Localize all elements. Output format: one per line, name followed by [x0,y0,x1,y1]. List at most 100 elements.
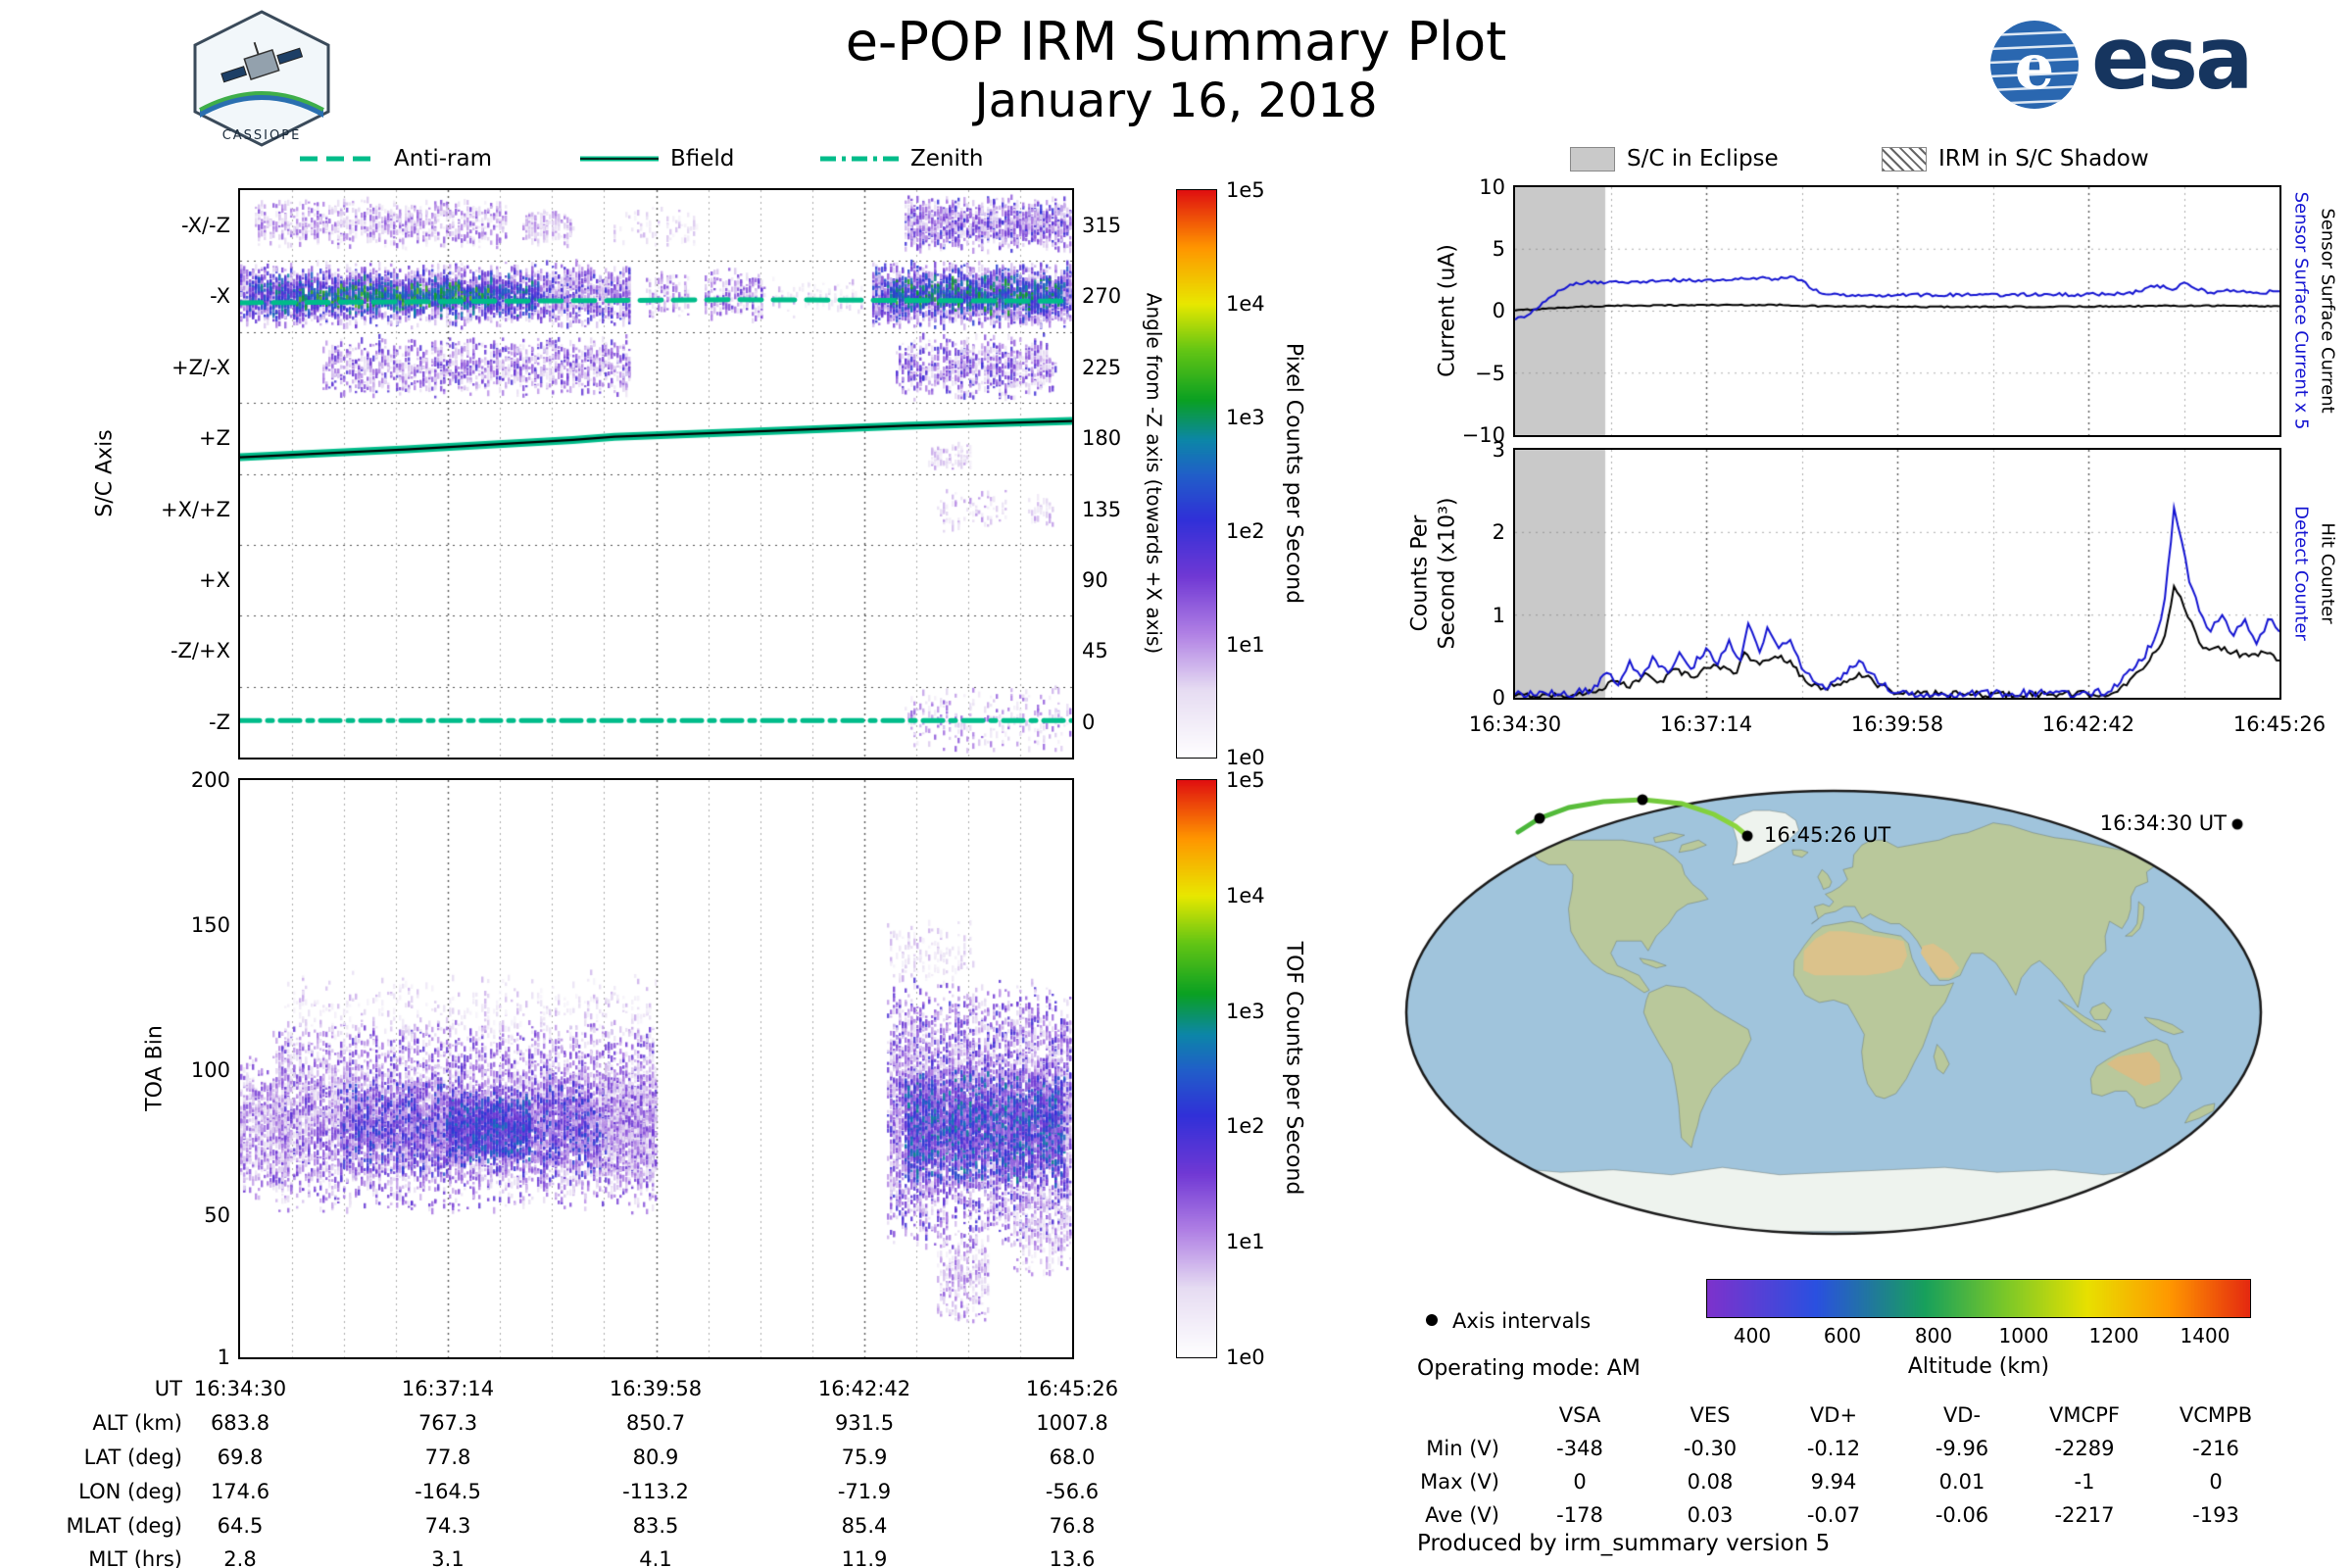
voltage-value: 0.08 [1687,1470,1734,1494]
voltage-header: VMCPF [2049,1403,2120,1427]
ephemeris-value: 3.1 [431,1547,465,1568]
altitude-tick: 800 [1914,1324,1953,1348]
zenith-legend-line [820,156,899,162]
cassiope-mission-logo: CASSIOPE [193,10,330,147]
voltage-value: -0.06 [1935,1503,1989,1527]
angle-tick: 270 [1082,283,1122,308]
counts-ytick: 1 [1492,603,1505,627]
axis-intervals-label: Axis intervals [1452,1309,1592,1333]
map-end-time-label: 16:45:26 UT [1764,823,1891,847]
counts-ytick: 0 [1492,685,1505,710]
page-date: January 16, 2018 [974,74,1378,128]
angle-tick: 90 [1082,567,1108,592]
pixel-counts-colorbar [1176,189,1217,759]
toa-tick: 100 [190,1057,230,1082]
ephemeris-value: 683.8 [210,1411,270,1435]
ephemeris-value: 11.9 [841,1547,888,1568]
time-tick: 16:34:30 [1468,712,1562,736]
sc-axis-tick: +X [199,567,230,592]
counts-ylabel-line1: Counts Per [1407,514,1433,632]
voltage-header: VCMPB [2179,1403,2253,1427]
voltage-value: 0.01 [1938,1470,1985,1494]
voltage-value: -348 [1556,1437,1603,1460]
current-ytick: 5 [1492,236,1505,261]
altitude-tick: 600 [1823,1324,1862,1348]
ephemeris-value: 76.8 [1049,1514,1096,1538]
colorbar-tick: 1e4 [1226,883,1265,907]
sc-axis-tick: -X [210,283,230,308]
svg-text:e: e [2015,30,2055,104]
colorbar-tick: 1e4 [1226,291,1265,316]
sensor-current-label: Sensor Surface Current [2317,208,2338,414]
altitude-tick: 1200 [2088,1324,2139,1348]
voltage-value: 0 [1573,1470,1587,1494]
ephemeris-value: 74.3 [424,1514,471,1538]
voltage-header: VSA [1558,1403,1601,1427]
colorbar-tick: 1e5 [1226,767,1265,792]
ephemeris-value: 16:39:58 [609,1377,703,1400]
ephemeris-value: 69.8 [217,1446,264,1469]
ephemeris-value: -71.9 [837,1480,892,1503]
ephemeris-value: 16:37:14 [401,1377,495,1400]
colorbar-tick: 1e3 [1226,999,1265,1023]
voltage-row-label: Min (V) [1426,1437,1499,1460]
toa-tick: 1 [217,1345,230,1369]
voltage-row-label: Max (V) [1420,1470,1499,1494]
sc-axis-spectrogram-canvas [238,188,1074,760]
ephemeris-row-label: UT [154,1377,182,1400]
current-chart-canvas [1513,185,2281,437]
esa-logo-wordmark: esa [2091,8,2253,109]
world-map-canvas [1402,787,2265,1238]
antiram-legend-label: Anti-ram [394,146,492,172]
ephemeris-row-label: MLAT (deg) [66,1514,182,1538]
tof-counts-colorbar [1176,779,1217,1358]
current-ylabel: Current (uA) [1435,244,1460,377]
operating-mode-label: Operating mode: AM [1417,1356,1641,1381]
voltage-value: 0 [2209,1470,2223,1494]
voltage-value: -9.96 [1935,1437,1989,1460]
colorbar-tick: 1e1 [1226,632,1265,657]
angle-tick: 225 [1082,355,1122,379]
voltage-value: -2217 [2054,1503,2115,1527]
voltage-value: -1 [2074,1470,2095,1494]
toa-spectrogram-canvas [238,778,1074,1359]
ephemeris-value: 83.5 [632,1514,679,1538]
ephemeris-value: 75.9 [841,1446,888,1469]
colorbar-tick: 1e1 [1226,1229,1265,1253]
sc-axis-tick: +X/+Z [160,497,230,521]
ephemeris-value: 1007.8 [1036,1411,1108,1435]
time-tick: 16:45:26 [2232,712,2327,736]
sc-axis-tick: -Z [209,710,230,734]
angle-tick: 135 [1082,497,1122,521]
colorbar-tick: 1e2 [1226,1113,1265,1138]
ephemeris-value: 2.8 [223,1547,257,1568]
toa-ylabel: TOA Bin [142,1025,168,1111]
current-ytick: −5 [1475,361,1505,385]
angle-tick: 180 [1082,425,1122,450]
voltage-value: -216 [2192,1437,2239,1460]
voltage-value: -178 [1556,1503,1603,1527]
toa-tick: 150 [190,912,230,937]
voltage-header: VD- [1942,1403,1982,1427]
page-title: e-POP IRM Summary Plot [845,11,1507,73]
angle-axis-label: Angle from -Z axis (towards +X axis) [1142,292,1166,655]
shadow-legend-swatch [1882,147,1927,172]
counts-ylabel-line2: Second (x10³) [1435,497,1460,650]
toa-tick: 200 [190,767,230,792]
voltage-value: -2289 [2054,1437,2115,1460]
counts-ytick: 2 [1492,519,1505,544]
ephemeris-value: 16:42:42 [817,1377,911,1400]
ephemeris-value: 767.3 [417,1411,478,1435]
esa-logo-disc: e [1990,21,2079,109]
logo-satellite-icon [220,41,304,83]
angle-tick: 0 [1082,710,1096,734]
eclipse-legend-label: S/C in Eclipse [1627,146,1779,172]
voltage-value: 0.03 [1687,1503,1734,1527]
altitude-colorbar-label: Altitude (km) [1907,1354,2050,1379]
axis-intervals-dot [1426,1314,1438,1326]
ephemeris-value: 64.5 [217,1514,264,1538]
zenith-legend-label: Zenith [910,146,984,172]
voltage-header: VES [1690,1403,1731,1427]
ephemeris-value: 174.6 [210,1480,270,1503]
sc-axis-tick: -X/-Z [181,213,230,237]
